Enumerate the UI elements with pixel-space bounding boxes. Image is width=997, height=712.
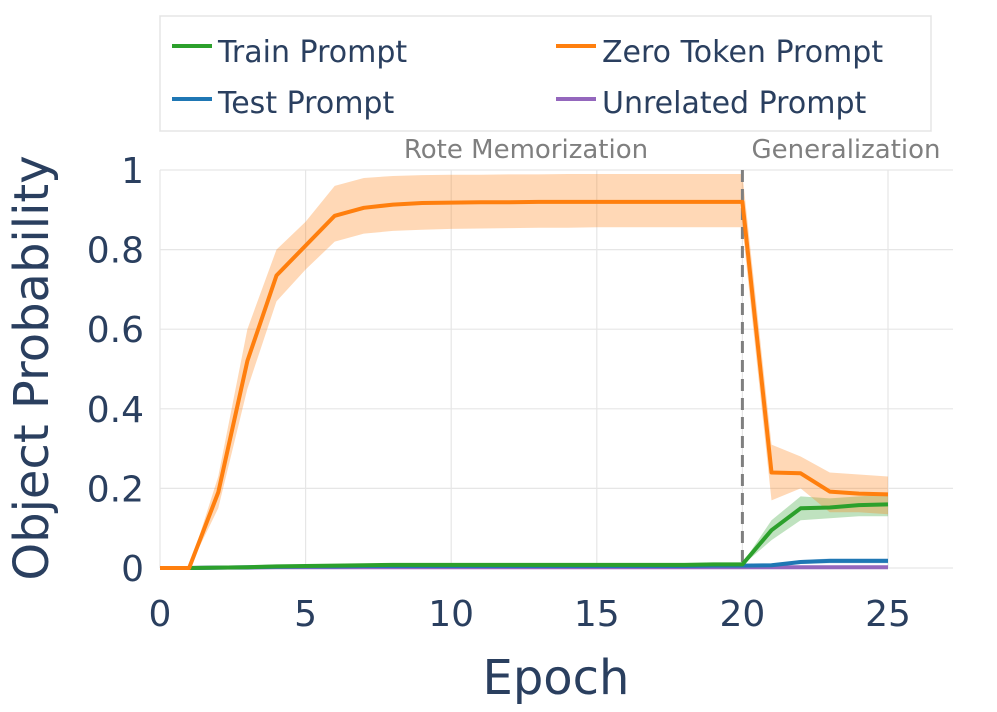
y-tick-label: 0.2 (87, 469, 144, 510)
x-axis-title: Epoch (483, 650, 630, 706)
y-tick-label: 0 (121, 549, 144, 590)
y-tick-label: 0.6 (87, 310, 144, 351)
legend: Train Prompt Test Prompt Zero Token Prom… (159, 15, 932, 132)
y-tick-labels: 0 0.2 0.4 0.6 0.8 1 (87, 151, 144, 590)
line-train-prompt (160, 502, 889, 570)
band-train-prompt (160, 494, 888, 568)
legend-label-train: Train Prompt (217, 35, 407, 70)
x-tick-label: 0 (149, 594, 172, 635)
y-tick-label: 0.8 (87, 231, 144, 272)
x-tick-label: 15 (574, 594, 620, 635)
line-zero-token-prompt (160, 199, 889, 570)
annotation-generalization: Generalization (751, 135, 940, 165)
series-lines (160, 199, 889, 570)
annotation-rote-memorization: Rote Memorization (404, 135, 648, 165)
x-tick-label: 20 (719, 594, 765, 635)
x-tick-label: 10 (428, 594, 474, 635)
x-tick-label: 5 (294, 594, 317, 635)
legend-label-test: Test Prompt (217, 86, 394, 121)
legend-label-unrelated: Unrelated Prompt (602, 86, 866, 121)
legend-box (159, 15, 932, 132)
x-tick-labels: 0 5 10 15 20 25 (149, 594, 911, 635)
y-axis-title: Object Probability (4, 155, 60, 580)
x-tick-label: 25 (865, 594, 911, 635)
y-tick-label: 1 (121, 151, 144, 192)
y-tick-label: 0.4 (87, 390, 144, 431)
legend-label-zero-token: Zero Token Prompt (602, 35, 883, 70)
